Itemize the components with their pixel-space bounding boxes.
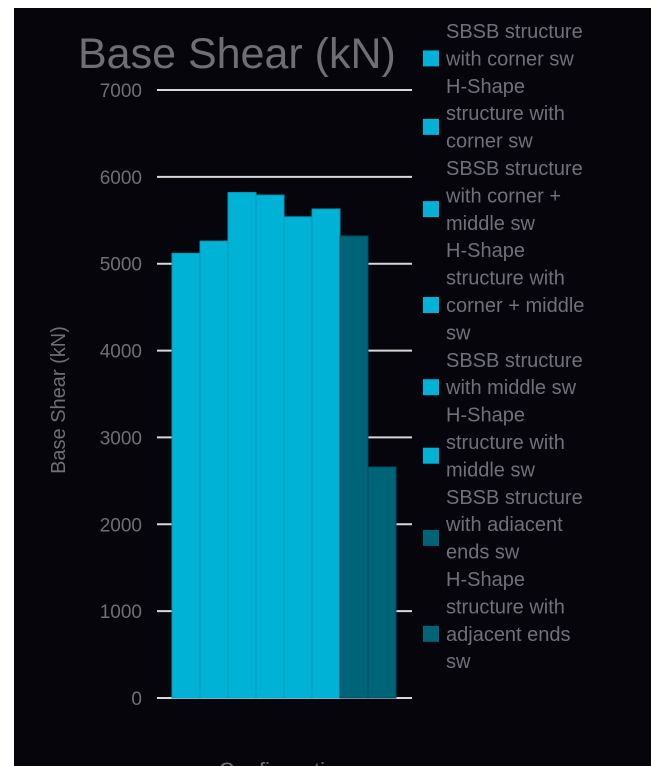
legend-entry-5: SBSB structure with middle sw	[445, 350, 583, 399]
legend-swatch-2	[423, 118, 439, 135]
legend-swatch-5	[423, 379, 439, 396]
legend-swatch-7	[423, 529, 439, 546]
legend-entry-2: H-Shape structure with corner sw	[446, 76, 565, 153]
y-tick-label: 7000	[100, 81, 142, 102]
y-tick-label: 5000	[100, 255, 142, 276]
bar-3	[227, 191, 257, 699]
legend-swatch-3	[423, 201, 439, 218]
y-tick-label: 1000	[100, 602, 142, 623]
bar-4	[255, 194, 285, 699]
chart-title: Base Shear (kN)	[78, 30, 396, 78]
legend-entry-1: SBSB structure with corner sw	[445, 21, 583, 70]
bars	[171, 191, 397, 699]
legend: SBSB structure with corner sw H-Shape struc…	[423, 21, 584, 673]
x-axis-label: Configuration	[219, 758, 350, 766]
legend-entry-4: H-Shape structure with corner + middle sw	[446, 240, 584, 344]
y-tick-label: 4000	[100, 342, 142, 363]
legend-entry-8: H-Shape structure with adjacent ends sw	[446, 569, 571, 673]
y-tick-label: 3000	[100, 428, 142, 449]
y-axis-ticks: 0 1000 2000 3000 4000 5000 6000 7000	[100, 81, 142, 710]
legend-entry-3: SBSB structure with corner + middle sw	[445, 158, 583, 235]
bar-2	[199, 240, 229, 699]
y-tick-label: 2000	[100, 515, 142, 536]
legend-entry-7: SBSB structure with adiacent ends sw	[445, 487, 583, 564]
bar-6	[311, 208, 341, 699]
bar-1	[171, 252, 201, 699]
legend-swatch-1	[423, 50, 439, 67]
legend-swatch-4	[423, 297, 439, 313]
legend-entry-6: H-Shape structure with middle sw	[446, 405, 565, 482]
y-tick-label: 0	[131, 689, 142, 710]
y-tick-label: 6000	[100, 168, 142, 189]
base-shear-chart: 0 1000 2000 3000 4000 5000 6000 7000 SBSB struc…	[48, 21, 584, 766]
bar-5	[283, 216, 313, 699]
legend-swatch-6	[423, 447, 439, 464]
chart-frame: 0 1000 2000 3000 4000 5000 6000 7000 SBSB struc…	[14, 8, 651, 766]
bar-7	[339, 235, 369, 699]
y-axis-label: Base Shear (kN)	[48, 326, 70, 474]
bar-8	[367, 466, 397, 699]
legend-swatch-8	[423, 625, 439, 642]
